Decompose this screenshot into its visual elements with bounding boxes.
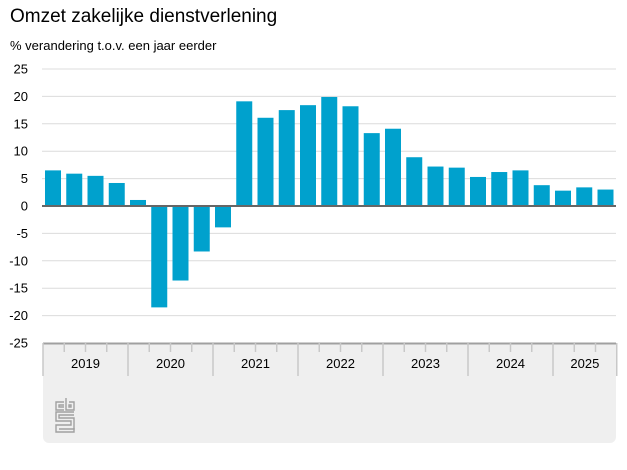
bar xyxy=(193,206,210,252)
bar xyxy=(427,166,444,206)
bar xyxy=(45,170,61,206)
bars xyxy=(45,96,614,308)
bar xyxy=(512,170,529,206)
bar xyxy=(130,199,146,206)
bar xyxy=(491,172,508,206)
cbs-logo xyxy=(55,398,75,433)
bar xyxy=(342,106,359,206)
x-tick-label: 2019 xyxy=(71,356,100,371)
chart-title: Omzet zakelijke dienstverlening xyxy=(10,6,278,27)
x-tick-label: 2024 xyxy=(496,356,525,371)
y-tick-label: -10 xyxy=(9,253,28,268)
x-axis: 2019 2020 2021 2022 2023 2024 2025 xyxy=(42,342,618,376)
bar xyxy=(87,175,104,206)
y-tick-label: -20 xyxy=(9,308,28,323)
y-tick-label: 25 xyxy=(14,62,28,77)
bar xyxy=(278,110,295,206)
footer-panel-top xyxy=(43,343,616,353)
bar xyxy=(533,185,550,206)
y-tick-label: 15 xyxy=(14,116,28,131)
bar xyxy=(597,189,614,206)
y-tick-label: 10 xyxy=(14,144,28,159)
bar xyxy=(363,133,380,206)
bar xyxy=(448,167,465,206)
y-axis-ticks: 25 20 15 10 5 0 -5 -10 -15 -20 -25 xyxy=(9,62,28,351)
chart-subtitle: % verandering t.o.v. een jaar eerder xyxy=(10,38,217,53)
bar xyxy=(257,117,274,206)
footer-panel xyxy=(43,343,616,443)
x-tick-label: 2023 xyxy=(411,356,440,371)
bar xyxy=(576,187,593,206)
bar xyxy=(172,206,189,281)
bar xyxy=(321,96,338,206)
x-tick-label: 2025 xyxy=(570,356,599,371)
bar xyxy=(108,182,125,206)
bar xyxy=(555,190,571,206)
bar xyxy=(236,101,253,206)
bar xyxy=(470,176,486,206)
y-tick-label: 0 xyxy=(21,199,28,214)
bar xyxy=(385,128,401,206)
bar xyxy=(215,206,231,228)
x-tick-label: 2021 xyxy=(241,356,270,371)
y-tick-label: -25 xyxy=(9,336,28,351)
x-tick-label: 2022 xyxy=(326,356,355,371)
x-tick-label: 2020 xyxy=(156,356,185,371)
y-tick-label: 5 xyxy=(21,171,28,186)
bar xyxy=(406,157,423,206)
y-tick-label: -15 xyxy=(9,281,28,296)
y-tick-label: 20 xyxy=(14,89,28,104)
bar xyxy=(66,173,83,206)
y-tick-label: -5 xyxy=(16,226,28,241)
bar xyxy=(151,206,168,308)
bar xyxy=(300,105,316,206)
